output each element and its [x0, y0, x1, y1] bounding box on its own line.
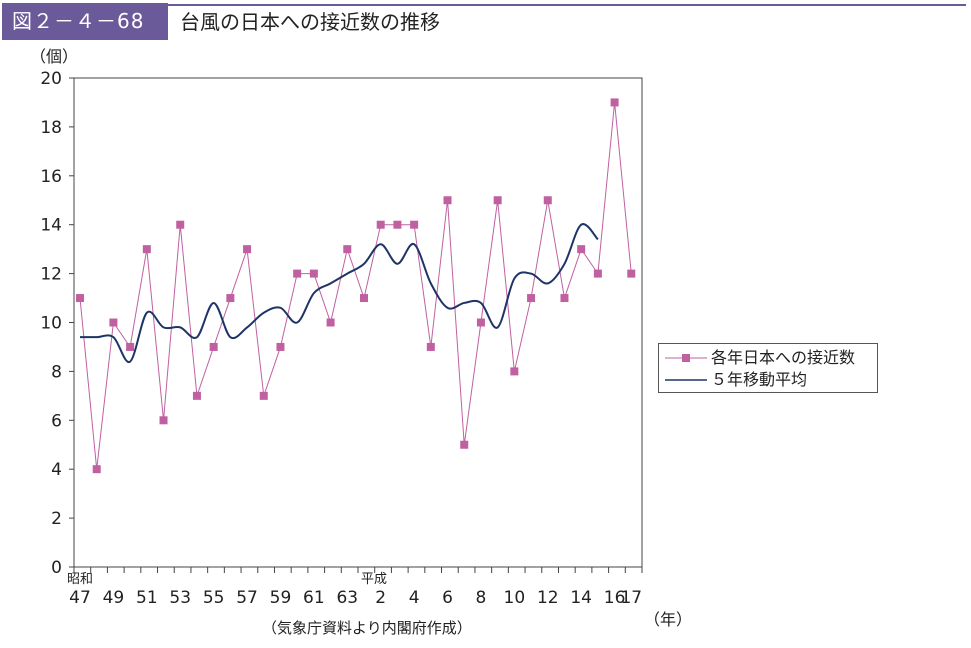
- data-point-annual: [410, 220, 419, 229]
- y-tick-label: 10: [40, 314, 62, 334]
- x-axis-unit-label: （年）: [644, 610, 692, 629]
- x-tick-label: 57: [236, 588, 258, 608]
- data-point-annual: [92, 465, 101, 474]
- x-tick-label: 12: [537, 588, 559, 608]
- data-point-annual: [510, 367, 519, 376]
- era-label: 平成: [361, 572, 387, 587]
- legend-label-average: ５年移動平均: [711, 370, 808, 389]
- x-tick-label: 51: [136, 588, 158, 608]
- legend-item-annual: 各年日本への接近数: [659, 347, 877, 369]
- y-tick-label: 14: [40, 216, 62, 236]
- data-point-annual: [76, 294, 84, 303]
- figure-header: 図２－４－68 台風の日本への接近数の推移: [0, 0, 971, 44]
- data-point-annual: [192, 391, 201, 400]
- data-point-annual: [176, 220, 185, 229]
- data-point-annual: [443, 196, 452, 205]
- x-tick-label: 14: [570, 588, 592, 608]
- x-tick-label: 4: [409, 588, 420, 608]
- data-point-annual: [226, 294, 235, 303]
- data-point-annual: [293, 269, 302, 278]
- data-point-annual: [126, 342, 135, 351]
- x-tick-label: 53: [169, 588, 191, 608]
- x-tick-label: 16: [604, 588, 626, 608]
- era-label: 昭和: [67, 572, 93, 587]
- x-tick-label: 55: [203, 588, 225, 608]
- data-point-annual: [309, 269, 318, 278]
- y-tick-label: 0: [51, 558, 62, 578]
- legend-label-annual: 各年日本への接近数: [711, 348, 856, 367]
- data-point-annual: [159, 416, 168, 425]
- x-tick-label: 59: [270, 588, 292, 608]
- y-tick-label: 12: [40, 265, 62, 285]
- x-tick-label: 17: [620, 588, 642, 608]
- x-tick-label: 10: [504, 588, 526, 608]
- legend-symbol-average: [665, 379, 707, 381]
- data-point-annual: [209, 342, 218, 351]
- figure-number-badge: 図２－４－68: [2, 3, 168, 40]
- data-point-annual: [610, 98, 619, 107]
- y-tick-label: 6: [51, 411, 62, 431]
- chart-legend: 各年日本への接近数 ５年移動平均: [658, 343, 878, 393]
- x-tick-label: 61: [303, 588, 325, 608]
- x-tick-label: 47: [69, 588, 91, 608]
- data-point-annual: [276, 342, 285, 351]
- data-point-annual: [142, 245, 151, 254]
- data-point-annual: [426, 342, 435, 351]
- series-line-annual: [79, 102, 632, 470]
- header-rule: [168, 4, 966, 6]
- y-tick-label: 18: [40, 118, 62, 138]
- data-point-annual: [326, 318, 335, 327]
- data-point-annual: [460, 440, 469, 449]
- x-tick-label: 63: [336, 588, 358, 608]
- data-point-annual: [543, 196, 552, 205]
- x-tick-label: 6: [442, 588, 453, 608]
- y-tick-label: 16: [40, 167, 62, 187]
- data-point-annual: [343, 245, 352, 254]
- figure-title: 台風の日本への接近数の推移: [180, 10, 440, 34]
- data-point-annual: [476, 318, 485, 327]
- data-point-annual: [577, 245, 586, 254]
- y-tick-label: 2: [51, 509, 62, 529]
- data-point-annual: [627, 269, 636, 278]
- source-note: （気象庁資料より内閣府作成）: [262, 619, 472, 637]
- data-point-annual: [259, 391, 268, 400]
- x-tick-label: 8: [476, 588, 487, 608]
- x-tick-label: 2: [375, 588, 386, 608]
- y-axis-unit-label: （個）: [30, 47, 78, 66]
- data-point-annual: [243, 245, 252, 254]
- data-point-annual: [376, 220, 385, 229]
- data-point-annual: [493, 196, 502, 205]
- data-point-annual: [527, 294, 536, 303]
- x-tick-label: 49: [103, 588, 125, 608]
- data-point-annual: [560, 294, 569, 303]
- data-point-annual: [109, 318, 118, 327]
- y-tick-label: 8: [51, 362, 62, 382]
- y-tick-label: 20: [40, 69, 62, 89]
- data-point-annual: [360, 294, 368, 303]
- data-point-annual: [593, 269, 602, 278]
- legend-item-average: ５年移動平均: [659, 369, 877, 391]
- series-line-moving-average: [80, 223, 599, 363]
- data-point-annual: [393, 220, 402, 229]
- y-tick-label: 4: [51, 460, 62, 480]
- legend-symbol-annual: [665, 354, 707, 362]
